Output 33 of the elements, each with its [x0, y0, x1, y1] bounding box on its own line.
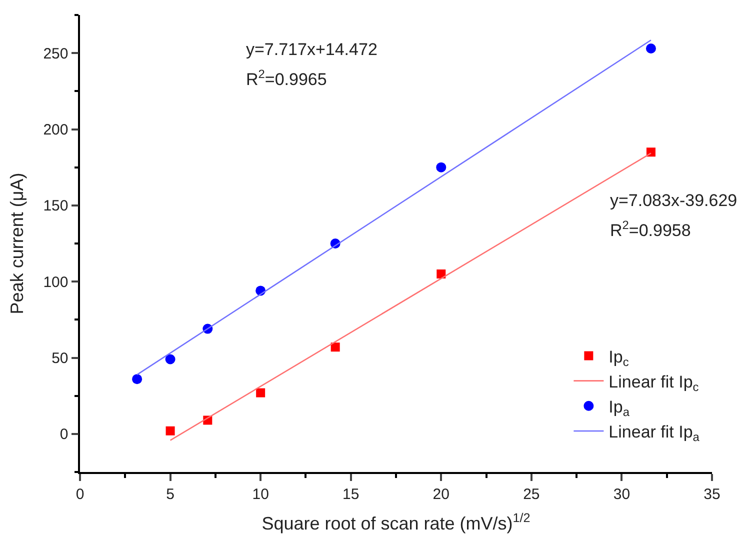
y-tick-label: 100 [43, 274, 68, 291]
annotation: R$^{2}$=0.9958 [610, 218, 691, 240]
x-tick-label: 20 [432, 486, 450, 503]
legend-label: Linear fit Ip$_{a}$ [608, 422, 700, 444]
y-tick-label: 250 [43, 45, 68, 62]
point [132, 374, 142, 384]
legend-label: Linear fit Ip$_{c}$ [608, 372, 699, 394]
point [165, 354, 176, 364]
point [646, 44, 656, 54]
point [436, 269, 446, 278]
y-tick-label: 50 [52, 350, 68, 367]
x-tick-label: 25 [523, 486, 540, 503]
annotation: y=7.083x-39.629 [610, 191, 738, 210]
point [646, 148, 656, 157]
legend-label: Ip$_{c}$ [608, 347, 629, 369]
x-tick-label: 30 [613, 486, 630, 503]
x-tick-label: 10 [252, 486, 269, 503]
point [166, 426, 175, 436]
point [256, 388, 266, 398]
annotation: y=7.717x+14.472 [246, 40, 378, 59]
legend-label: Ip$_{a}$ [608, 398, 630, 420]
x-tick-label: 0 [76, 486, 84, 503]
y-tick-label: 200 [43, 122, 68, 138]
x-axis-title: Square root of scan rate (mV/s)$^{1/2}$ [262, 510, 530, 534]
x-tick-label: 15 [342, 486, 360, 503]
y-tick-label: 150 [43, 198, 68, 215]
annotation: R$^{2}$=0.9965 [246, 67, 327, 90]
x-tick-label: 35 [704, 486, 720, 503]
y-tick-label: 0 [60, 426, 68, 444]
point [436, 162, 446, 172]
x-tick-label: 5 [166, 486, 174, 503]
point [330, 342, 340, 352]
y-axis-title: Peak current (μA) [6, 172, 27, 314]
